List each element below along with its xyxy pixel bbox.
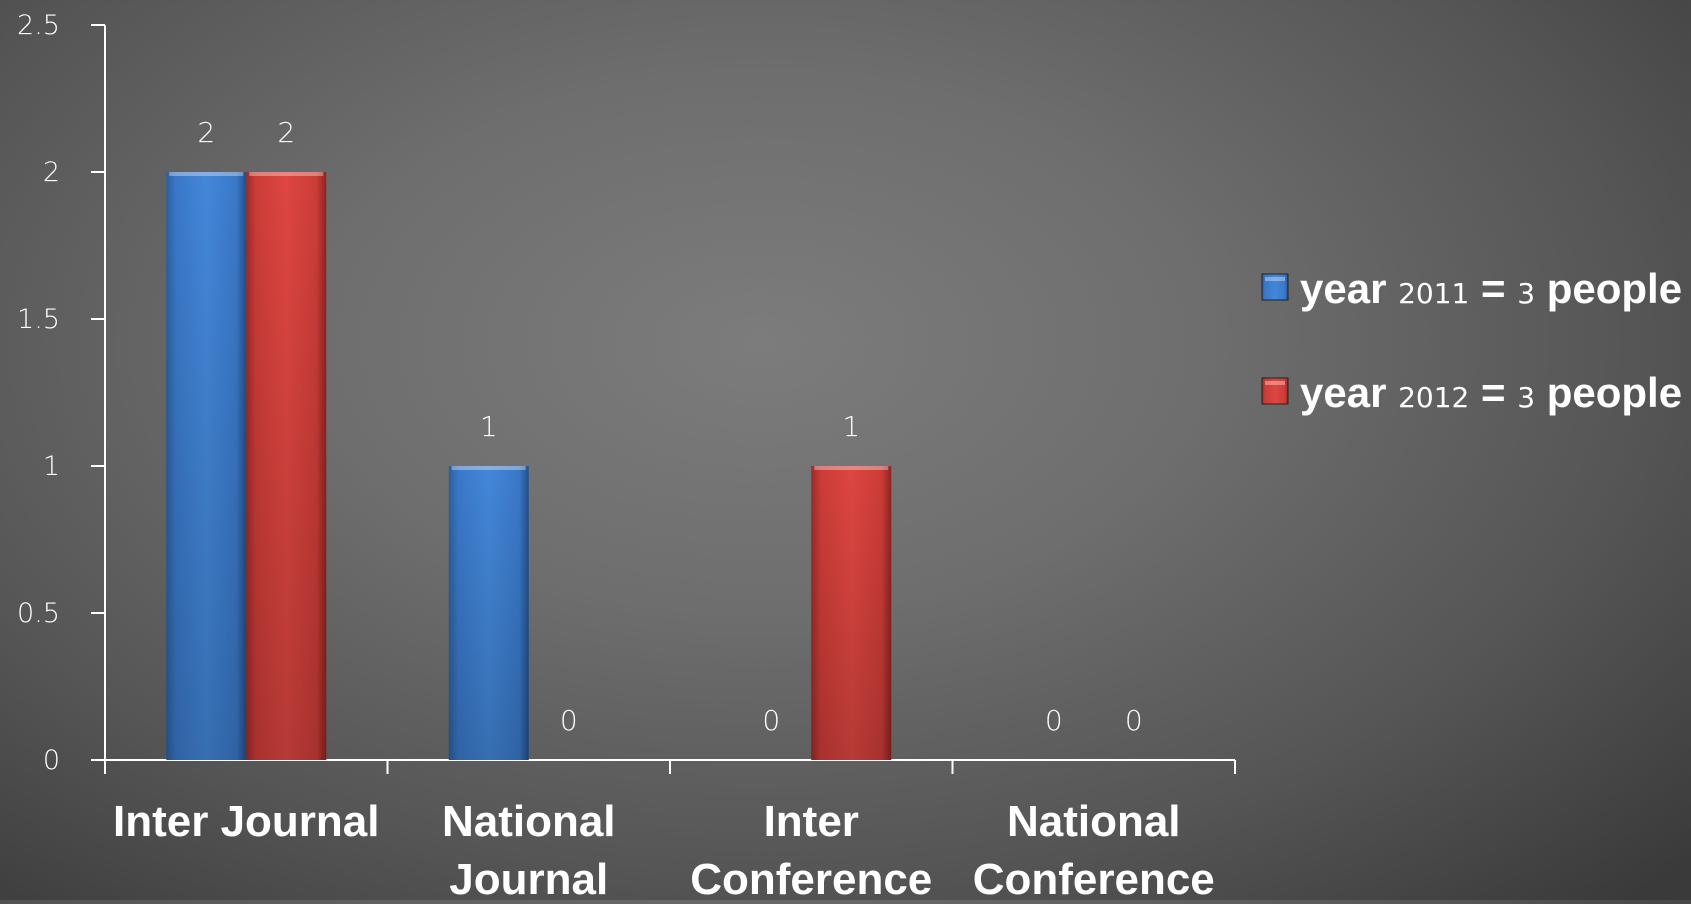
- category-label: Inter Journal: [113, 797, 380, 846]
- legend-label-part: people: [1535, 369, 1682, 416]
- data-label: 0: [762, 704, 780, 737]
- legend-label: year 2011 = 3 people: [1300, 265, 1682, 312]
- category-label-line: Journal: [449, 855, 608, 900]
- legend-label-part: 3: [1517, 277, 1535, 310]
- y-tick-label: 2: [43, 157, 60, 188]
- legend-label-part: 3: [1517, 381, 1535, 414]
- category-label: National Conference: [973, 797, 1215, 900]
- y-tick-label: 0: [43, 745, 60, 776]
- y-tick-label: 1: [43, 451, 60, 482]
- data-label: 0: [560, 704, 578, 737]
- category-label-line: National: [1007, 797, 1181, 846]
- category-label-line: National: [442, 797, 616, 846]
- category-label-line: Inter Journal: [113, 797, 380, 846]
- category-label-line: Conference: [690, 855, 932, 900]
- bar-highlight: [814, 466, 889, 470]
- bar-shade: [246, 172, 327, 760]
- legend-swatch: [1261, 377, 1289, 405]
- data-label: 2: [277, 116, 295, 149]
- bar-shade: [448, 466, 529, 760]
- bar-shade: [166, 172, 247, 760]
- category-label-line: Conference: [973, 855, 1215, 900]
- legend-label-part: year: [1300, 369, 1398, 416]
- legend-swatch-highlight: [1265, 381, 1285, 385]
- legend-label-part: 2011: [1398, 277, 1469, 310]
- category-label: National Journal: [442, 797, 616, 900]
- legend-label-part: 2012: [1398, 381, 1469, 414]
- legend-label-part: people: [1535, 265, 1682, 312]
- data-label: 0: [1125, 704, 1143, 737]
- bar-highlight: [451, 466, 526, 470]
- category-label-line: Inter: [764, 797, 859, 846]
- legend-swatch-highlight: [1265, 277, 1285, 281]
- y-tick-label: 2.5: [17, 10, 60, 41]
- legend-label-part: =: [1469, 369, 1517, 416]
- data-label: 0: [1045, 704, 1063, 737]
- legend-label: year 2012 = 3 people: [1300, 369, 1682, 416]
- data-label: 1: [480, 410, 498, 443]
- bar-highlight: [249, 172, 324, 176]
- data-label: 2: [197, 116, 215, 149]
- bar-highlight: [169, 172, 244, 176]
- data-label: 1: [842, 410, 860, 443]
- legend-label-part: =: [1469, 265, 1517, 312]
- category-label: Inter Conference: [690, 797, 932, 900]
- y-tick-label: 1.5: [17, 304, 60, 335]
- y-tick-label: 0.5: [17, 598, 60, 629]
- bar-shade: [811, 466, 892, 760]
- legend-swatch: [1261, 273, 1289, 301]
- legend-label-part: year: [1300, 265, 1398, 312]
